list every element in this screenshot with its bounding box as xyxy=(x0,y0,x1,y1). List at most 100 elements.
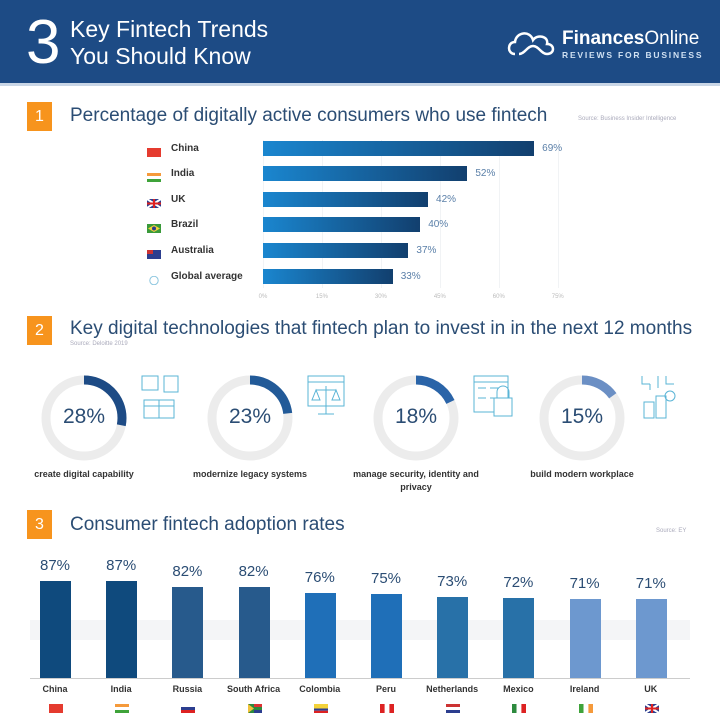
bar xyxy=(635,598,667,678)
gridline xyxy=(498,140,500,288)
donut-label: modernize legacy systems xyxy=(192,469,308,479)
header-number: 3 xyxy=(26,8,61,77)
donut-chart xyxy=(41,375,127,461)
donut-arc xyxy=(207,375,293,461)
category-label: Australia xyxy=(171,245,214,256)
category-label: Russia xyxy=(172,684,203,694)
value-label: 72% xyxy=(503,573,534,591)
value-label: 33% xyxy=(400,271,421,282)
bar xyxy=(503,597,535,678)
gridline xyxy=(321,140,323,288)
gridline xyxy=(439,140,441,288)
cloud-logo-icon xyxy=(507,32,555,56)
donut-chart xyxy=(539,375,625,461)
category-label: Peru xyxy=(375,684,396,694)
title-line-2: You Should Know xyxy=(70,43,251,69)
bar xyxy=(40,581,71,678)
category-label: China xyxy=(171,143,199,154)
value-label: 76% xyxy=(304,569,335,587)
bar xyxy=(569,598,601,678)
value-label: 37% xyxy=(416,245,437,256)
brand-tagline: REVIEWS FOR BUSINESS xyxy=(562,50,704,60)
bar xyxy=(172,586,204,678)
category-label: Brazil xyxy=(171,219,199,230)
bar xyxy=(263,217,421,232)
section-3-number: 3 xyxy=(27,510,52,539)
gridline xyxy=(380,140,382,288)
colombia-flag-icon xyxy=(313,700,328,713)
bar xyxy=(263,141,535,156)
x-tick-label: 60% xyxy=(492,294,505,300)
netherlands-flag-icon xyxy=(446,700,461,713)
india-flag-icon xyxy=(115,700,130,713)
value-label: 73% xyxy=(437,572,468,590)
category-label: UK xyxy=(644,684,658,694)
x-tick-label: 45% xyxy=(433,294,446,300)
donut-arc xyxy=(539,375,625,461)
value-label: 69% xyxy=(542,143,563,154)
section-1-source: Source: Business Insider Intelligence xyxy=(578,116,677,122)
bar xyxy=(106,581,138,678)
category-label: India xyxy=(110,684,132,694)
section-2-source: Source: Deloitte 2019 xyxy=(70,341,128,347)
x-axis-line xyxy=(30,678,690,679)
donut-label: build modern workplace xyxy=(530,469,634,479)
value-label: 87% xyxy=(39,557,71,574)
bar xyxy=(263,192,429,207)
section-1-title: Percentage of digitally active consumers… xyxy=(70,105,548,126)
category-label: Ireland xyxy=(569,684,600,694)
category-label: Mexico xyxy=(503,684,534,694)
india-flag-icon xyxy=(147,169,161,182)
category-label: India xyxy=(171,168,195,179)
x-tick-label: 15% xyxy=(315,294,328,300)
category-label: South Africa xyxy=(227,684,281,694)
china-flag-icon xyxy=(147,144,161,157)
donut-label: manage security, identity and privacy xyxy=(353,469,479,492)
category-label: China xyxy=(42,684,68,694)
bar xyxy=(437,596,469,678)
australia-flag-icon xyxy=(147,246,161,259)
bar xyxy=(263,269,393,284)
section-2-title: Key digital technologies that fintech pl… xyxy=(70,318,693,339)
value-label: 42% xyxy=(436,194,457,205)
brazil-flag-icon xyxy=(147,220,161,233)
category-label: Global average xyxy=(171,271,243,282)
gridline xyxy=(557,140,559,288)
bar xyxy=(304,593,336,678)
lock-checklist-icon xyxy=(472,374,516,425)
brand-name: FinancesOnline xyxy=(562,28,700,49)
bar xyxy=(263,166,468,181)
bar xyxy=(238,586,270,678)
value-label: 40% xyxy=(428,219,449,230)
donut-value: 23% xyxy=(228,405,272,428)
value-label: 71% xyxy=(635,574,666,592)
page-title: Key Fintech Trends You Should Know xyxy=(70,16,268,70)
globe-flag-icon xyxy=(147,272,161,286)
section-2-number: 2 xyxy=(27,316,52,345)
donut-value: 18% xyxy=(394,405,438,428)
value-label: 87% xyxy=(106,557,137,574)
peru-flag-icon xyxy=(380,700,394,713)
donut-chart xyxy=(373,375,459,461)
category-label: Colombia xyxy=(299,684,341,694)
value-label: 82% xyxy=(238,562,269,580)
donut-arc xyxy=(373,375,459,461)
uk-flag-icon xyxy=(146,195,162,209)
section-3-source: Source: EY xyxy=(656,528,687,534)
value-label: 75% xyxy=(370,570,402,588)
value-label: 82% xyxy=(172,562,203,580)
x-tick-label: 75% xyxy=(551,294,564,300)
title-line-1: Key Fintech Trends xyxy=(70,16,269,42)
china-flag-icon xyxy=(49,700,63,713)
donut-chart xyxy=(207,375,293,461)
gridline xyxy=(263,140,264,288)
russia-flag-icon xyxy=(181,700,196,713)
donut-value: 28% xyxy=(62,405,106,428)
category-label: Netherlands xyxy=(426,684,479,694)
boxes-icon xyxy=(140,374,184,425)
network-buildings-icon xyxy=(638,374,682,425)
section-1-number: 1 xyxy=(27,102,52,131)
section-3-title: Consumer fintech adoption rates xyxy=(70,514,345,535)
donut-arc xyxy=(41,375,127,461)
bar xyxy=(371,594,402,678)
